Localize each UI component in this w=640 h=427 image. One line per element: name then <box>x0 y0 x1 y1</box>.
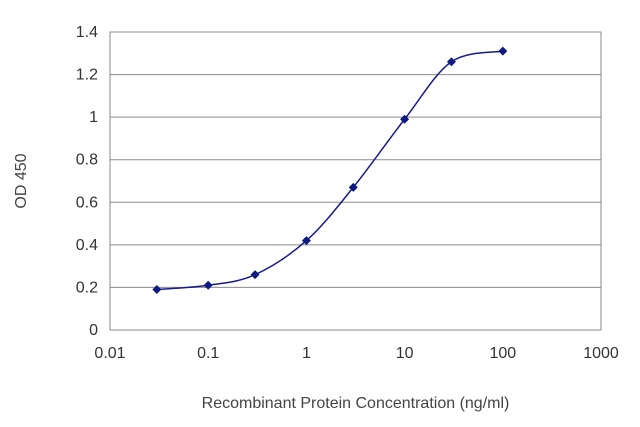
y-tick-label: 0.2 <box>76 279 98 296</box>
data-point <box>250 270 260 280</box>
x-tick-label: 0.1 <box>197 345 219 362</box>
plot-area <box>109 31 602 331</box>
y-tick-label: 0 <box>89 322 98 339</box>
gridlines <box>110 74 601 288</box>
data-point <box>446 57 456 67</box>
x-tick-label: 10 <box>396 345 414 362</box>
x-tick-label: 100 <box>489 345 516 362</box>
data-point <box>400 114 410 124</box>
x-tick-label: 1 <box>302 345 311 362</box>
data-point <box>498 46 508 56</box>
y-tick-labels: 0 0.2 0.4 0.6 0.8 1 1.2 1.4 <box>76 24 98 339</box>
y-tick-label: 0.4 <box>76 237 98 254</box>
y-axis-title: OD 450 <box>13 153 30 208</box>
x-tick-labels: 0.01 0.1 1 10 100 1000 <box>94 345 618 362</box>
y-tick-label: 0.8 <box>76 152 98 169</box>
y-tick-label: 0.6 <box>76 194 98 211</box>
x-tick-label: 1000 <box>583 345 619 362</box>
x-axis-title: Recombinant Protein Concentration (ng/ml… <box>202 395 510 412</box>
x-tick-label: 0.01 <box>94 345 125 362</box>
data-point <box>301 236 311 246</box>
data-point <box>203 280 213 290</box>
series-markers <box>152 46 508 295</box>
data-point <box>152 285 162 295</box>
data-point <box>348 182 358 192</box>
series-line <box>156 50 503 291</box>
y-tick-label: 1.4 <box>76 24 98 41</box>
y-tick-label: 1.2 <box>76 67 98 84</box>
y-tick-label: 1 <box>89 109 98 126</box>
